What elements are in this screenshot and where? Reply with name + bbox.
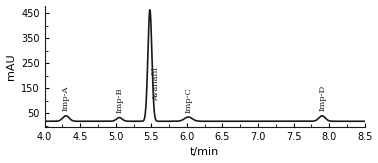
Text: Avanafil: Avanafil	[152, 67, 160, 101]
Text: Imp-D: Imp-D	[318, 85, 326, 111]
Text: Imp-A: Imp-A	[62, 86, 70, 111]
Y-axis label: mAU: mAU	[6, 53, 15, 80]
Text: Imp-C: Imp-C	[184, 87, 192, 113]
X-axis label: t/min: t/min	[190, 148, 219, 157]
Text: Imp-B: Imp-B	[115, 87, 123, 113]
